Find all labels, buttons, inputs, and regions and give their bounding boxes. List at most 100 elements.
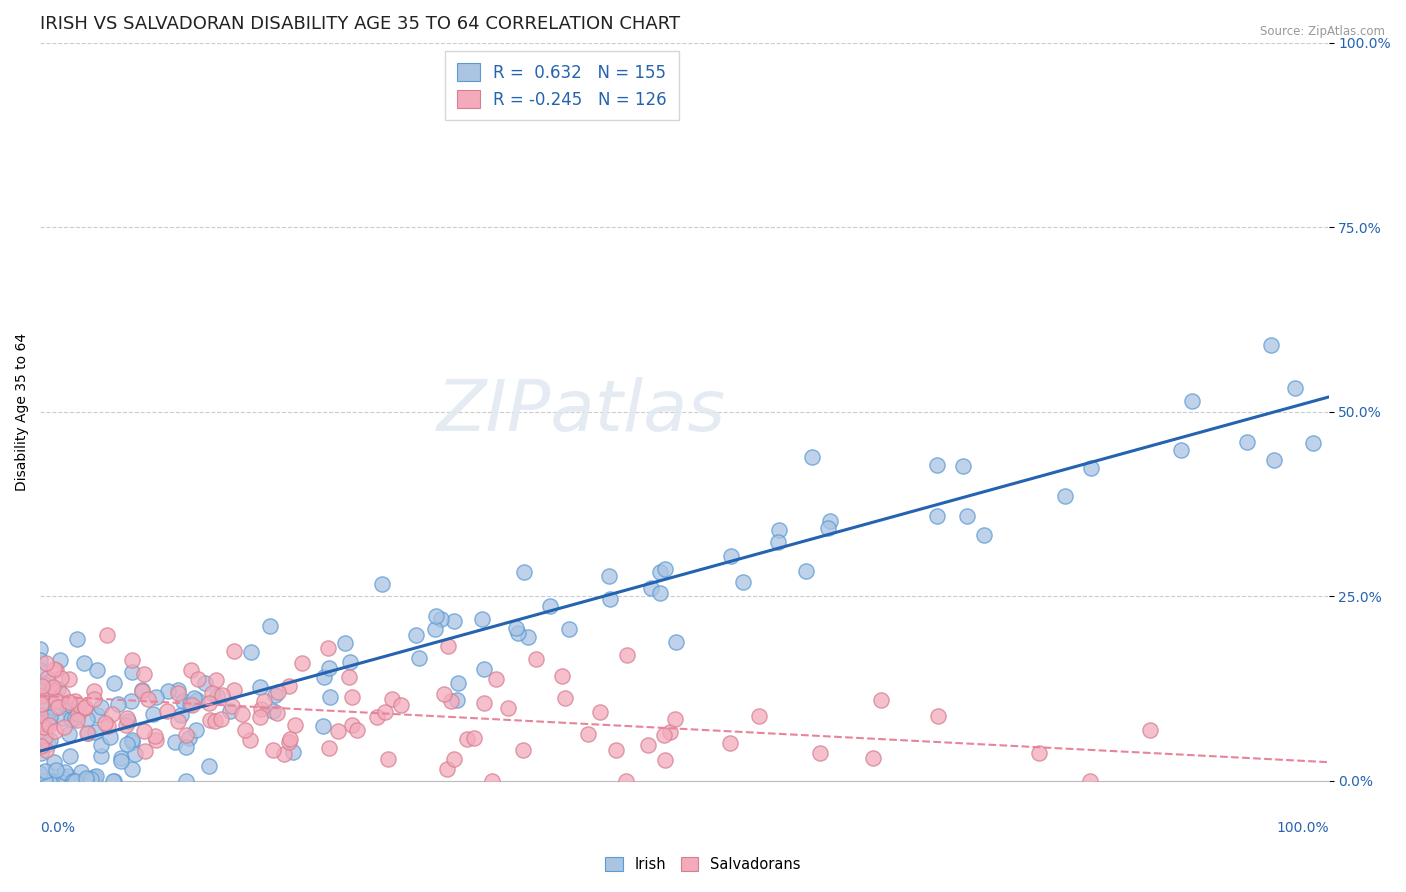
Point bbox=[30, 714, 52, 729]
Point bbox=[174, 728, 197, 742]
Point bbox=[184, 723, 207, 738]
Point bbox=[209, 712, 232, 726]
Point bbox=[31, 726, 53, 740]
Point bbox=[1260, 338, 1282, 352]
Point bbox=[599, 591, 621, 606]
Point bbox=[512, 742, 534, 756]
Point bbox=[233, 723, 256, 737]
Point bbox=[337, 670, 360, 684]
Point bbox=[952, 459, 974, 474]
Point bbox=[405, 628, 427, 642]
Point bbox=[35, 743, 58, 757]
Legend: R =  0.632   N = 155, R = -0.245   N = 126: R = 0.632 N = 155, R = -0.245 N = 126 bbox=[446, 51, 679, 120]
Point bbox=[38, 773, 60, 788]
Point bbox=[616, 648, 638, 662]
Point bbox=[90, 738, 112, 752]
Point bbox=[808, 746, 831, 760]
Point bbox=[115, 711, 138, 725]
Point bbox=[100, 707, 122, 722]
Point bbox=[63, 773, 86, 788]
Point bbox=[174, 773, 197, 788]
Point bbox=[53, 764, 76, 779]
Point bbox=[30, 707, 52, 722]
Point bbox=[1139, 723, 1161, 737]
Point bbox=[211, 688, 233, 702]
Point bbox=[34, 773, 56, 788]
Point bbox=[58, 727, 80, 741]
Point bbox=[1028, 746, 1050, 760]
Point bbox=[46, 681, 69, 696]
Point bbox=[436, 762, 458, 776]
Point bbox=[52, 711, 75, 725]
Point bbox=[30, 715, 52, 730]
Point bbox=[1236, 435, 1258, 450]
Point bbox=[58, 695, 80, 709]
Point bbox=[312, 670, 335, 684]
Point bbox=[41, 682, 63, 697]
Point bbox=[30, 697, 52, 711]
Point bbox=[76, 726, 98, 740]
Point bbox=[377, 752, 399, 766]
Point bbox=[44, 701, 66, 715]
Point bbox=[145, 732, 167, 747]
Point bbox=[425, 608, 447, 623]
Point bbox=[658, 725, 681, 739]
Point bbox=[145, 690, 167, 705]
Point bbox=[218, 704, 240, 718]
Point bbox=[326, 723, 349, 738]
Point bbox=[512, 565, 534, 579]
Point bbox=[430, 611, 453, 625]
Point bbox=[179, 731, 201, 745]
Point bbox=[90, 748, 112, 763]
Point bbox=[49, 653, 72, 667]
Point bbox=[927, 709, 949, 723]
Point bbox=[167, 714, 190, 728]
Point bbox=[181, 698, 204, 712]
Point bbox=[371, 576, 394, 591]
Point bbox=[284, 718, 307, 732]
Point bbox=[38, 718, 60, 732]
Point bbox=[66, 632, 89, 646]
Legend: Irish, Salvadorans: Irish, Salvadorans bbox=[599, 851, 807, 878]
Point bbox=[264, 688, 287, 702]
Point bbox=[165, 735, 187, 749]
Point bbox=[558, 622, 581, 636]
Text: 0.0%: 0.0% bbox=[41, 822, 75, 835]
Point bbox=[49, 671, 72, 685]
Point bbox=[34, 731, 56, 745]
Point bbox=[447, 676, 470, 690]
Point bbox=[340, 690, 363, 705]
Point bbox=[97, 719, 120, 733]
Point bbox=[664, 712, 686, 726]
Point bbox=[76, 773, 98, 788]
Point bbox=[62, 773, 84, 788]
Point bbox=[66, 707, 89, 722]
Point bbox=[318, 661, 340, 675]
Point bbox=[820, 514, 842, 528]
Point bbox=[862, 751, 884, 765]
Point bbox=[136, 691, 159, 706]
Point bbox=[38, 714, 60, 728]
Point bbox=[84, 725, 107, 739]
Point bbox=[665, 635, 688, 649]
Point bbox=[70, 764, 93, 779]
Point bbox=[731, 574, 754, 589]
Point bbox=[44, 723, 66, 738]
Point bbox=[748, 709, 770, 723]
Point bbox=[32, 773, 55, 788]
Point bbox=[30, 714, 52, 728]
Point bbox=[481, 773, 503, 788]
Point bbox=[134, 724, 156, 739]
Point bbox=[249, 710, 271, 724]
Point bbox=[83, 684, 105, 698]
Point bbox=[41, 685, 63, 699]
Point bbox=[42, 662, 65, 676]
Point bbox=[76, 712, 98, 726]
Point bbox=[34, 764, 56, 778]
Point bbox=[46, 700, 69, 714]
Point bbox=[222, 683, 245, 698]
Point bbox=[443, 615, 465, 629]
Point bbox=[30, 689, 52, 703]
Point bbox=[1054, 489, 1077, 503]
Point bbox=[155, 704, 177, 718]
